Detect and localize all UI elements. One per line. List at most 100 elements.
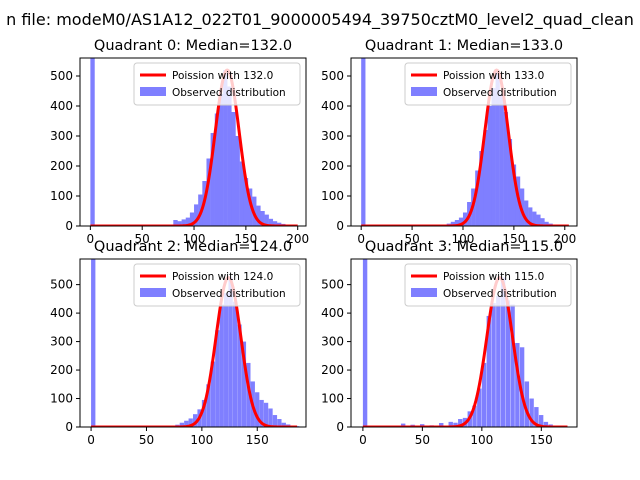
histogram-bar xyxy=(528,207,533,226)
y-tick-label: 0 xyxy=(336,219,344,233)
histogram-bar xyxy=(477,388,482,427)
legend-box xyxy=(133,62,301,106)
histogram-bar xyxy=(188,418,193,427)
subplot-plot-area xyxy=(360,58,570,226)
figure-suptitle: n file: modeM0/AS1A12_022T01_9000005494_… xyxy=(6,10,634,30)
histogram-bar xyxy=(206,384,211,427)
legend-box xyxy=(133,263,301,307)
histogram-bar xyxy=(255,392,260,427)
x-tick-label: 200 xyxy=(286,232,309,246)
x-tick-label: 150 xyxy=(530,433,553,447)
legend-label-poisson: Poission with 133.0 xyxy=(443,70,544,82)
histogram-bar xyxy=(519,347,525,427)
histogram-bar xyxy=(231,112,236,226)
legend-label-poisson: Poission with 132.0 xyxy=(172,70,273,82)
subplot-quadrant-1: 0 50 100 150 200 0 100 200 300 400 500 Quadrant 1: … xyxy=(321,38,578,246)
histogram-bar xyxy=(214,113,220,226)
histogram-bar xyxy=(243,178,249,226)
x-tick-label: 100 xyxy=(452,232,475,246)
histogram-bar xyxy=(510,304,515,427)
axes-frame xyxy=(79,258,307,428)
subplot-plot-area xyxy=(89,58,299,226)
y-tick-label: 300 xyxy=(321,335,344,349)
y-tick-label: 100 xyxy=(321,392,344,406)
histogram-bar xyxy=(458,217,464,226)
x-tick-label: 200 xyxy=(553,232,576,246)
poisson-curve xyxy=(360,68,570,226)
x-tick-label: 100 xyxy=(183,232,206,246)
histogram-bar xyxy=(206,158,211,226)
legend-bar-swatch xyxy=(140,288,166,297)
subplot-quadrant-3: 0 50 100 150 0 100 200 300 400 500 Quadrant 3: Med… xyxy=(321,239,578,447)
histogram-bar xyxy=(272,221,278,226)
histogram-bar xyxy=(361,58,366,226)
y-tick-label: 400 xyxy=(321,306,344,320)
histogram-bar xyxy=(239,161,245,226)
x-tick-label: 50 xyxy=(404,232,419,246)
histogram-bar xyxy=(543,421,549,427)
subplot-quadrant-2: 0 50 100 150 0 100 200 300 400 500 Quadrant 2: Med… xyxy=(50,239,307,447)
histogram-bar xyxy=(536,214,541,226)
poisson-curve xyxy=(89,68,299,226)
histogram-bar xyxy=(268,218,274,226)
subplot-title: Quadrant 3: Median=115.0 xyxy=(365,239,563,255)
subplot-title: Quadrant 1: Median=133.0 xyxy=(365,38,563,54)
histogram-bar xyxy=(179,422,185,427)
histogram-bar xyxy=(524,200,529,226)
x-tick-label: 50 xyxy=(135,232,150,246)
histogram-bar xyxy=(218,94,224,226)
axes-frame xyxy=(79,57,307,227)
histogram-bar xyxy=(544,221,549,226)
y-tick-label: 200 xyxy=(321,363,344,377)
poisson-curve xyxy=(90,276,298,427)
subplot-plot-area xyxy=(362,259,568,427)
y-tick-label: 100 xyxy=(321,189,344,203)
histogram-bar xyxy=(185,217,191,226)
histogram-bar xyxy=(177,221,182,226)
histogram-bar xyxy=(228,277,233,427)
x-tick-label: 0 xyxy=(359,433,367,447)
x-tick-label: 50 xyxy=(139,433,154,447)
histogram-bar xyxy=(540,218,545,226)
histogram-bar xyxy=(90,58,95,226)
histogram-bar xyxy=(237,324,242,427)
histogram-bar xyxy=(91,259,96,427)
histogram-bar xyxy=(454,220,460,226)
subplot-title: Quadrant 2: Median=124.0 xyxy=(94,239,292,255)
y-tick-label: 400 xyxy=(321,99,344,113)
histogram-bar xyxy=(486,315,492,427)
subplot-plot-area xyxy=(90,259,304,427)
legend-label-observed: Observed distribution xyxy=(443,288,557,300)
histogram-bar xyxy=(215,330,220,427)
legend-bar-swatch xyxy=(411,87,437,96)
histogram-bar xyxy=(505,300,511,427)
y-tick-label: 0 xyxy=(336,420,344,434)
legend-label-observed: Observed distribution xyxy=(172,87,286,99)
axes-frame xyxy=(350,57,578,227)
histogram-bar xyxy=(511,164,517,226)
y-tick-label: 100 xyxy=(50,392,73,406)
axes-frame xyxy=(350,258,578,428)
histogram-bar xyxy=(173,220,178,226)
histogram-bar xyxy=(495,70,500,226)
histogram-bar xyxy=(532,211,537,226)
x-tick-label: 100 xyxy=(470,433,493,447)
histogram-bar xyxy=(481,362,487,427)
histogram-bar xyxy=(219,304,224,427)
y-tick-label: 400 xyxy=(50,306,73,320)
y-tick-label: 500 xyxy=(50,69,73,83)
y-tick-label: 300 xyxy=(50,129,73,143)
y-tick-label: 500 xyxy=(50,278,73,292)
x-tick-label: 0 xyxy=(357,232,365,246)
histogram-bar xyxy=(259,399,264,427)
histogram-bar xyxy=(500,277,506,427)
histogram-bar xyxy=(210,133,215,226)
y-tick-label: 500 xyxy=(321,69,344,83)
y-tick-label: 100 xyxy=(50,189,73,203)
legend-label-observed: Observed distribution xyxy=(172,288,286,300)
histogram-bar xyxy=(479,151,484,226)
y-tick-label: 200 xyxy=(50,363,73,377)
histogram-bar xyxy=(247,188,253,226)
histogram-bar xyxy=(194,204,199,226)
